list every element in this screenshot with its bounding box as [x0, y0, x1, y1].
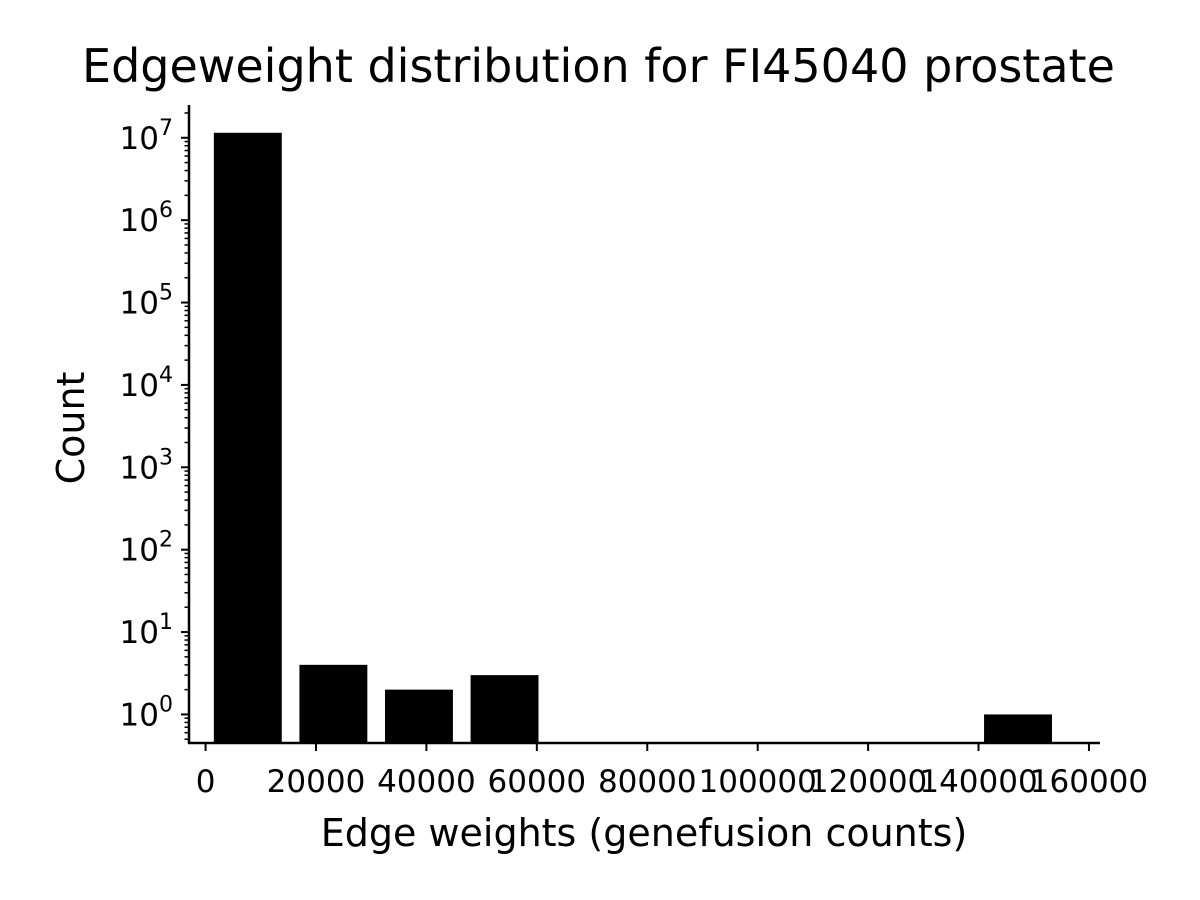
bar-4: [984, 714, 1052, 743]
bars-group: [213, 132, 1052, 743]
y-tick-label: 105: [120, 281, 173, 322]
x-axis-ticks: 0 20000 40000 60000 80000 1000001200001400001…: [196, 743, 1148, 800]
y-tick-label: 107: [120, 116, 173, 157]
x-tick-label: 100000: [699, 764, 817, 800]
bar-0: [213, 132, 282, 743]
x-tick-label: 60000: [488, 764, 587, 800]
x-tick-label: 0: [196, 764, 216, 800]
y-tick-label: 100: [120, 692, 173, 733]
bar-3: [470, 675, 539, 743]
y-tick-label: 103: [120, 445, 173, 486]
y-axis-label: Count: [49, 372, 93, 485]
y-tick-label: 102: [120, 528, 173, 569]
x-tick-label: 40000: [377, 764, 476, 800]
y-tick-label: 104: [120, 363, 173, 404]
y-tick-label: 106: [120, 198, 173, 239]
chart-title: Edgeweight distribution for FI45040 pros…: [82, 39, 1115, 93]
x-tick-label: 20000: [267, 764, 366, 800]
y-axis-ticks: 100 101 102 103 104 105 106 107: [120, 112, 189, 740]
x-tick-label: 160000: [1030, 764, 1148, 800]
bar-2: [385, 689, 453, 743]
y-tick-label: 101: [120, 610, 173, 651]
x-axis-label: Edge weights (genefusion counts): [321, 811, 968, 855]
x-tick-label: 80000: [598, 764, 697, 800]
bar-1: [299, 664, 368, 743]
x-tick-label: 120000: [809, 764, 927, 800]
x-tick-label: 140000: [919, 764, 1037, 800]
